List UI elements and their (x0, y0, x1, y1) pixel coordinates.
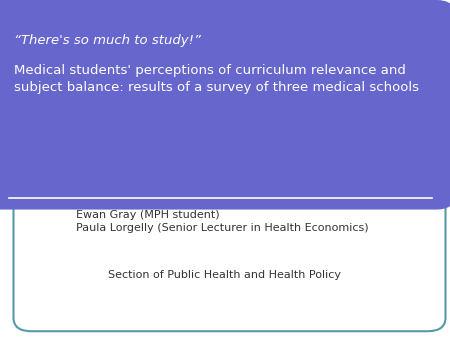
FancyBboxPatch shape (0, 0, 450, 210)
FancyBboxPatch shape (14, 27, 446, 331)
Text: “There's so much to study!”: “There's so much to study!” (14, 34, 200, 47)
Text: Section of Public Health and Health Policy: Section of Public Health and Health Poli… (108, 270, 342, 281)
Text: Ewan Gray (MPH student)
Paula Lorgelly (Senior Lecturer in Health Economics): Ewan Gray (MPH student) Paula Lorgelly (… (76, 210, 369, 233)
Text: Medical students' perceptions of curriculum relevance and
subject balance: resul: Medical students' perceptions of curricu… (14, 64, 418, 94)
